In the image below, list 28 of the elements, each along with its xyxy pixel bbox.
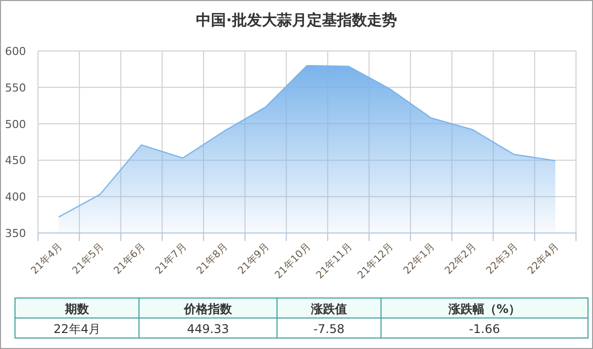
x-tick-label: 22年3月 <box>484 240 520 277</box>
x-tick-label: 21年10月 <box>272 240 314 282</box>
x-tick-label: 22年4月 <box>525 240 562 277</box>
x-tick-label: 22年1月 <box>401 240 438 277</box>
text: 449.33 <box>187 322 229 336</box>
y-tick-label: 400 <box>5 190 26 204</box>
y-tick-label: 500 <box>5 118 26 131</box>
x-tick-label: 22年2月 <box>442 240 479 277</box>
x-tick-label: 21年6月 <box>111 240 148 277</box>
text: 价格指数 <box>183 302 233 316</box>
x-tick-label: 21年8月 <box>194 240 230 277</box>
x-tick-label: 21年11月 <box>314 240 355 282</box>
y-tick-label: 350 <box>5 227 26 240</box>
text: 期数 <box>64 302 90 316</box>
text: -7.58 <box>313 322 345 336</box>
y-tick-label: 600 <box>5 45 26 58</box>
x-tick-label: 21年9月 <box>236 240 272 277</box>
text: 22年4月 <box>54 322 100 336</box>
text: 涨跌值 <box>310 302 347 316</box>
text: -1.66 <box>468 322 500 336</box>
y-tick-label: 550 <box>5 81 26 94</box>
x-tick-label: 21年5月 <box>70 240 106 277</box>
x-tick-label: 21年4月 <box>28 240 65 277</box>
y-tick-label: 450 <box>5 154 26 168</box>
x-tick-label: 21年12月 <box>355 240 396 282</box>
chart-title: 中国·批发大蒜月定基指数走势 <box>196 11 397 29</box>
x-tick-label: 21年7月 <box>152 240 189 277</box>
text: 涨跌幅（%） <box>447 302 521 316</box>
